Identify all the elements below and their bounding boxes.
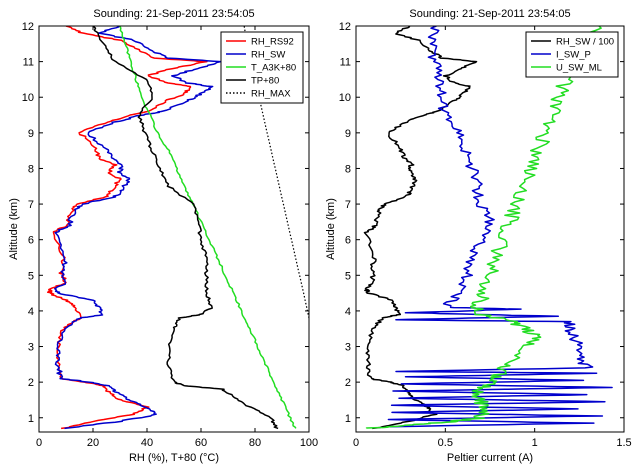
x-tick-label: 1 xyxy=(532,437,538,449)
legend-entry: RH_SW / 100 xyxy=(556,37,614,48)
y-tick-label: 6 xyxy=(28,235,34,247)
y-axis-label: Altitude (km) xyxy=(8,198,20,260)
chart-panel-2: Sounding: 21-Sep-2011 23:54:050 0.5 1 1.512… xyxy=(325,8,632,464)
series-line-u-sw-ml xyxy=(365,26,602,429)
legend-entry: RH_MAX xyxy=(251,89,291,100)
x-tick-label: 0.5 xyxy=(438,437,453,449)
y-tick-label: 7 xyxy=(345,199,351,211)
y-tick-label: 5 xyxy=(345,270,351,282)
series-line-rh-rs92 xyxy=(46,26,208,430)
x-tick-label: 80 xyxy=(249,437,261,449)
y-tick-label: 6 xyxy=(345,235,351,247)
x-tick-label: 100 xyxy=(300,437,318,449)
y-axis-label: Altitude (km) xyxy=(325,198,337,260)
y-tick-label: 1 xyxy=(28,413,34,425)
y-tick-label: 2 xyxy=(345,377,351,389)
legend-entry: U_SW_ML xyxy=(556,63,602,74)
legend: RH_RS92 RH_SW T_A3K+80 TP+80 RH_MAX xyxy=(220,31,304,104)
y-tick-label: 5 xyxy=(28,270,34,282)
y-tick-label: 1 xyxy=(345,413,351,425)
series-line-rh-sw-100 xyxy=(363,26,478,430)
plot-frame xyxy=(355,25,625,433)
y-tick-label: 7 xyxy=(28,199,34,211)
series-line-tp-80 xyxy=(92,26,279,430)
y-tick-label: 12 xyxy=(22,21,34,33)
y-tick-label: 8 xyxy=(28,163,34,175)
x-axis-label: Peltier current (A) xyxy=(447,452,533,464)
y-tick-label: 2 xyxy=(28,377,34,389)
y-tick-label: 3 xyxy=(28,342,34,354)
x-tick-label: 0 xyxy=(36,437,42,449)
y-tick-label: 4 xyxy=(345,306,351,318)
legend: RH_SW / 100 I_SW_P U_SW_ML xyxy=(525,31,619,78)
x-tick-label: 1.5 xyxy=(616,437,631,449)
x-tick-label: 20 xyxy=(87,437,99,449)
x-tick-label: 0 xyxy=(353,437,359,449)
series-line-rh-sw xyxy=(54,26,222,430)
legend-entry: T_A3K+80 xyxy=(251,63,296,74)
chart-title: Sounding: 21-Sep-2011 23:54:05 xyxy=(409,8,570,20)
x-tick-label: 60 xyxy=(195,437,207,449)
legend-entry: TP+80 xyxy=(251,76,279,87)
legend-entry: RH_SW xyxy=(251,50,285,61)
y-tick-label: 11 xyxy=(23,57,34,69)
x-tick-label: 40 xyxy=(141,437,153,449)
series-group xyxy=(363,26,613,430)
y-tick-label: 8 xyxy=(345,163,351,175)
series-line-i-sw-p xyxy=(387,26,613,428)
series-line-t-a3k-80 xyxy=(119,26,297,429)
y-tick-label: 9 xyxy=(28,128,34,140)
plot-frame xyxy=(38,25,310,433)
legend-entry: RH_RS92 xyxy=(251,37,294,48)
y-tick-label: 9 xyxy=(345,128,351,140)
y-tick-label: 11 xyxy=(340,57,351,69)
y-tick-label: 12 xyxy=(339,21,351,33)
y-tick-label: 10 xyxy=(22,92,34,104)
chart-title: Sounding: 21-Sep-2011 23:54:05 xyxy=(93,8,254,20)
y-tick-label: 4 xyxy=(28,306,34,318)
y-tick-label: 3 xyxy=(345,342,351,354)
x-axis-label: RH (%), T+80 (°C) xyxy=(129,452,219,464)
y-tick-label: 10 xyxy=(339,92,351,104)
chart-panel-1: Sounding: 21-Sep-2011 23:54:05 0 20 40 60 80 1… xyxy=(8,8,318,464)
legend-entry: I_SW_P xyxy=(556,50,591,61)
